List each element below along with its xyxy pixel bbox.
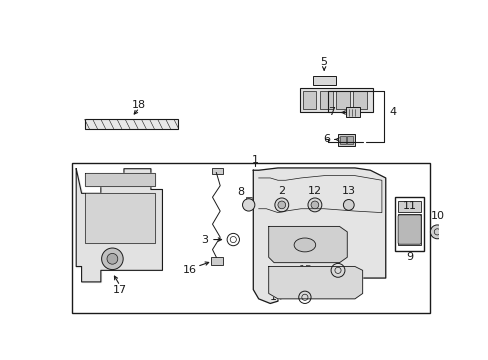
Polygon shape	[76, 169, 162, 282]
Circle shape	[102, 248, 123, 270]
Circle shape	[307, 198, 321, 212]
Bar	[211, 168, 222, 174]
Polygon shape	[85, 172, 154, 186]
Text: 9: 9	[405, 252, 412, 262]
FancyBboxPatch shape	[397, 215, 420, 244]
Text: 7: 7	[327, 108, 335, 117]
Circle shape	[277, 201, 285, 209]
Text: 6: 6	[322, 134, 329, 144]
Text: 13: 13	[341, 186, 355, 196]
Text: 14: 14	[269, 292, 283, 302]
Text: 4: 4	[389, 108, 396, 117]
Bar	[345, 107, 359, 117]
Bar	[71, 163, 429, 313]
Bar	[339, 136, 345, 144]
Text: 16: 16	[182, 265, 196, 275]
Bar	[337, 134, 354, 145]
Bar	[278, 195, 285, 202]
Circle shape	[242, 199, 254, 211]
Bar	[394, 197, 424, 251]
Circle shape	[343, 199, 353, 210]
Text: 18: 18	[132, 100, 146, 110]
Text: 10: 10	[429, 211, 444, 221]
Bar	[319, 91, 333, 109]
Polygon shape	[268, 266, 362, 299]
Circle shape	[107, 253, 118, 264]
Bar	[346, 136, 353, 144]
Text: 8: 8	[237, 187, 244, 197]
Bar	[210, 257, 223, 265]
Bar	[397, 201, 420, 212]
Polygon shape	[268, 226, 346, 263]
Circle shape	[274, 198, 288, 212]
Text: 11: 11	[402, 201, 416, 211]
Text: 12: 12	[307, 186, 321, 196]
Bar	[311, 195, 317, 202]
Bar	[245, 197, 251, 203]
Text: 17: 17	[113, 285, 127, 294]
Bar	[336, 91, 349, 109]
Text: 15: 15	[298, 265, 312, 275]
Polygon shape	[85, 193, 154, 243]
Bar	[312, 76, 335, 85]
Bar	[85, 119, 178, 130]
Polygon shape	[253, 168, 385, 303]
Text: 1: 1	[251, 155, 258, 165]
Circle shape	[310, 201, 318, 209]
Bar	[299, 88, 372, 112]
Text: 2: 2	[278, 186, 285, 196]
Bar	[353, 91, 366, 109]
Bar	[302, 91, 316, 109]
Bar	[397, 214, 420, 245]
Text: 3: 3	[201, 235, 208, 244]
Text: 5: 5	[320, 58, 327, 67]
Ellipse shape	[293, 238, 315, 252]
Circle shape	[429, 225, 444, 239]
